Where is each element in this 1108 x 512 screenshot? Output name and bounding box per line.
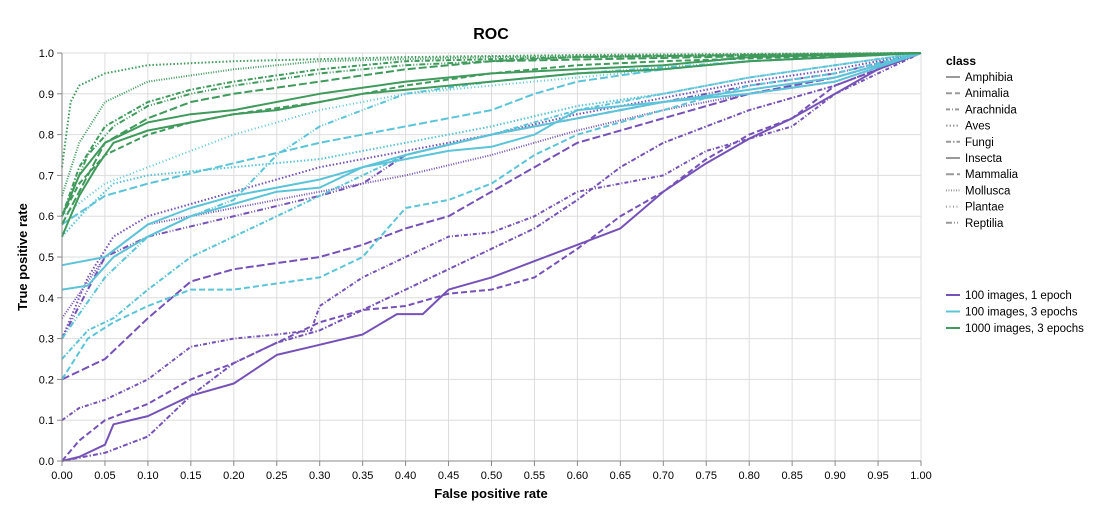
roc-line-1000-images-3-epochs-mammalia bbox=[61, 52, 922, 225]
y-tick-label: 1.0 bbox=[39, 48, 54, 60]
roc-line-1000-images-3-epochs-reptilia bbox=[61, 52, 922, 217]
y-tick-label: 0.2 bbox=[39, 374, 54, 386]
y-tick-label: 0.3 bbox=[39, 334, 54, 346]
x-tick-label: 0.10 bbox=[137, 470, 158, 482]
roc-line-100-images-3-epochs-animalia bbox=[61, 52, 922, 380]
legend-class-label: Mammalia bbox=[965, 169, 1019, 181]
x-tick-label: 0.85 bbox=[781, 470, 802, 482]
x-tick-label: 0.35 bbox=[352, 470, 373, 482]
legend-class-label: Insecta bbox=[965, 153, 1003, 165]
roc-line-100-images-3-epochs-insecta bbox=[61, 52, 922, 267]
x-tick-label: 0.80 bbox=[738, 470, 759, 482]
chart-title: ROC bbox=[473, 26, 509, 43]
x-tick-label: 0.95 bbox=[867, 470, 888, 482]
roc-line-100-images-1-epoch-arachnida bbox=[61, 52, 922, 422]
series-lines bbox=[61, 52, 922, 462]
roc-line-100-images-1-epoch-animalia bbox=[61, 52, 922, 462]
y-axis-title: True positive rate bbox=[15, 203, 30, 311]
y-tick-label: 0.7 bbox=[39, 170, 54, 182]
legend-class-label: Reptilia bbox=[965, 218, 1004, 230]
x-tick-label: 0.20 bbox=[223, 470, 244, 482]
y-tick-label: 0.8 bbox=[39, 130, 54, 142]
x-tick-label: 0.65 bbox=[610, 470, 631, 482]
x-tick-label: 0.00 bbox=[51, 470, 72, 482]
legend-class-label: Arachnida bbox=[965, 104, 1017, 116]
roc-line-100-images-1-epoch-fungi bbox=[61, 52, 922, 462]
roc-line-1000-images-3-epochs-mollusca bbox=[61, 52, 922, 197]
x-tick-label: 0.70 bbox=[653, 470, 674, 482]
legend-model-label: 100 images, 3 epochs bbox=[965, 307, 1078, 319]
x-axis-title: False positive rate bbox=[434, 486, 547, 501]
x-tick-label: 0.40 bbox=[395, 470, 416, 482]
roc-line-100-images-1-epoch-mollusca bbox=[61, 52, 922, 319]
x-tick-label: 0.60 bbox=[567, 470, 588, 482]
roc-line-100-images-1-epoch-amphibia bbox=[61, 52, 922, 462]
legend-class-label: Amphibia bbox=[965, 72, 1014, 84]
legend-model-label: 100 images, 1 epoch bbox=[965, 290, 1072, 302]
x-tick-label: 1.00 bbox=[910, 470, 931, 482]
legend: class Amphibia Animalia Arachnida Aves Fungi… bbox=[946, 54, 1084, 335]
roc-line-1000-images-3-epochs-fungi bbox=[61, 52, 922, 217]
x-tick-label: 0.05 bbox=[94, 470, 115, 482]
x-tick-label: 0.30 bbox=[309, 470, 330, 482]
y-tick-label: 0.1 bbox=[39, 415, 54, 427]
y-tick-label: 0.5 bbox=[39, 252, 54, 264]
x-tick-label: 0.55 bbox=[524, 470, 545, 482]
legend-class-label: Animalia bbox=[965, 88, 1010, 100]
legend-class-label: Mollusca bbox=[965, 185, 1011, 197]
roc-line-100-images-1-epoch-mammalia bbox=[61, 52, 922, 381]
axes: 0.00 0.05 0.10 0.15 0.20 0.25 0.30 0.35 0.40 0.45… bbox=[39, 48, 932, 482]
y-tick-label: 0.9 bbox=[39, 89, 54, 101]
y-tick-label: 0.4 bbox=[39, 293, 54, 305]
x-tick-label: 0.45 bbox=[438, 470, 459, 482]
roc-line-100-images-3-epochs-amphibia bbox=[61, 52, 922, 291]
x-tick-label: 0.25 bbox=[266, 470, 287, 482]
roc-line-1000-images-3-epochs-aves bbox=[61, 52, 922, 168]
legend-model-label: 1000 images, 3 epochs bbox=[965, 323, 1084, 335]
roc-line-1000-images-3-epochs-animalia bbox=[61, 52, 922, 217]
x-tick-label: 0.90 bbox=[824, 470, 845, 482]
legend-class-title: class bbox=[946, 54, 976, 68]
legend-class-label: Plantae bbox=[965, 202, 1004, 214]
legend-class-label: Fungi bbox=[965, 137, 994, 149]
x-tick-label: 0.50 bbox=[481, 470, 502, 482]
legend-class-label: Aves bbox=[965, 121, 991, 133]
x-tick-label: 0.75 bbox=[696, 470, 717, 482]
y-tick-label: 0.6 bbox=[39, 211, 54, 223]
roc-line-100-images-1-epoch-aves bbox=[61, 52, 922, 339]
x-tick-label: 0.15 bbox=[180, 470, 201, 482]
y-tick-label: 0.0 bbox=[39, 456, 54, 468]
roc-line-100-images-3-epochs-aves bbox=[61, 52, 922, 238]
